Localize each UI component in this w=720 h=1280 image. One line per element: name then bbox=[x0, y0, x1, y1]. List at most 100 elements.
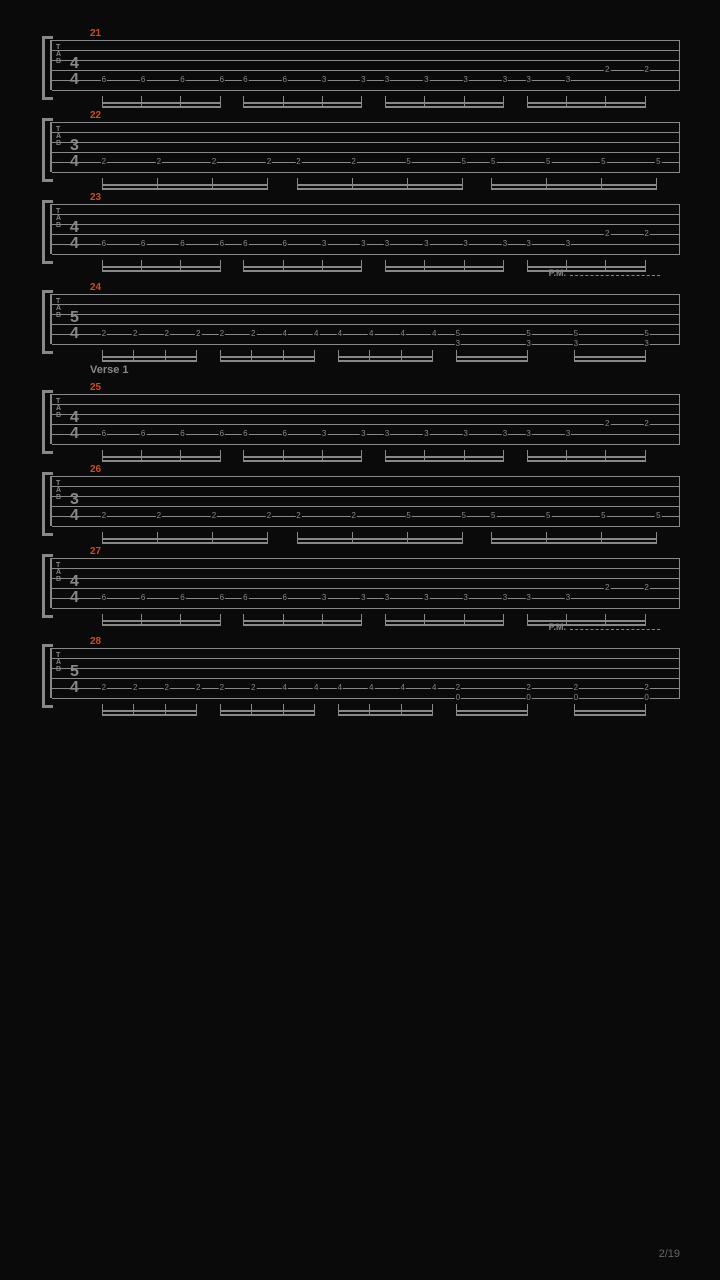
fret-number: 3 bbox=[384, 430, 390, 438]
beam-line bbox=[243, 106, 361, 108]
fret-number: 6 bbox=[281, 430, 287, 438]
beam-line bbox=[102, 188, 267, 190]
measure-number: 27 bbox=[90, 546, 101, 557]
fret-number: 6 bbox=[140, 430, 146, 438]
beam-line bbox=[385, 270, 503, 272]
note-stem bbox=[220, 260, 221, 272]
fret-number: 5 bbox=[655, 158, 661, 166]
fret-number: 6 bbox=[179, 430, 185, 438]
beam-line bbox=[102, 542, 267, 544]
beam-line bbox=[220, 356, 314, 358]
beam-line bbox=[243, 460, 361, 462]
beam-group bbox=[527, 450, 645, 464]
staff-line bbox=[52, 344, 680, 345]
measure-block: 22TAB34222222555555 bbox=[50, 122, 680, 172]
notes-region: 222222555555 bbox=[92, 122, 680, 172]
fret-number: 2 bbox=[250, 330, 256, 338]
beam-group bbox=[102, 96, 220, 110]
time-signature: 34 bbox=[70, 138, 79, 170]
beam-line bbox=[385, 460, 503, 462]
fret-number: 6 bbox=[101, 594, 107, 602]
beam-line bbox=[297, 184, 462, 186]
notes-region: 222222555555 bbox=[92, 476, 680, 526]
beam-line bbox=[243, 624, 361, 626]
fret-number: 2 bbox=[643, 230, 649, 238]
measure-block: 23TAB446666663333333322 bbox=[50, 204, 680, 254]
tab-staff: TAB5422222244444453535353 bbox=[50, 294, 680, 344]
fret-number: 2 bbox=[455, 684, 461, 692]
fret-number: 0 bbox=[525, 694, 531, 702]
fret-number: 0 bbox=[643, 694, 649, 702]
note-stem bbox=[432, 704, 433, 716]
fret-number: 2 bbox=[604, 584, 610, 592]
tab-staff: TAB446666663333333322 bbox=[50, 558, 680, 608]
note-stem bbox=[361, 96, 362, 108]
beam-line bbox=[491, 538, 656, 540]
time-signature: 54 bbox=[70, 310, 79, 342]
fret-number: 3 bbox=[462, 240, 468, 248]
beam-line bbox=[102, 266, 220, 268]
beams-region bbox=[90, 350, 680, 366]
beam-line bbox=[385, 106, 503, 108]
beam-line bbox=[574, 710, 645, 712]
fret-number: 3 bbox=[502, 240, 508, 248]
beam-line bbox=[243, 620, 361, 622]
tab-staff: TAB34222222555555 bbox=[50, 476, 680, 526]
beam-line bbox=[527, 460, 645, 462]
beams-region bbox=[90, 704, 680, 720]
fret-number: 0 bbox=[455, 694, 461, 702]
fret-number: 4 bbox=[399, 330, 405, 338]
measure-block: 27TAB446666663333333322 bbox=[50, 558, 680, 608]
fret-number: 5 bbox=[455, 330, 461, 338]
beam-line bbox=[102, 106, 220, 108]
measures-container: 21TAB44666666333333332222TAB342222225555… bbox=[50, 40, 680, 698]
note-stem bbox=[462, 532, 463, 544]
beam-line bbox=[102, 456, 220, 458]
fret-number: 3 bbox=[462, 430, 468, 438]
beam-group bbox=[385, 614, 503, 628]
beam-line bbox=[338, 710, 432, 712]
note-stem bbox=[220, 450, 221, 462]
note-stem bbox=[503, 96, 504, 108]
fret-number: 6 bbox=[281, 240, 287, 248]
tab-clef: TAB bbox=[56, 126, 61, 147]
beam-group bbox=[243, 96, 361, 110]
measure-block: P.M.24TAB5422222244444453535353 bbox=[50, 294, 680, 344]
beam-line bbox=[456, 360, 527, 362]
fret-number: 3 bbox=[455, 340, 461, 348]
beam-group bbox=[385, 96, 503, 110]
time-signature: 54 bbox=[70, 664, 79, 696]
palm-mute-label: P.M. bbox=[549, 268, 660, 278]
note-stem bbox=[527, 704, 528, 716]
beam-group bbox=[243, 614, 361, 628]
notes-region: 6666663333333322 bbox=[92, 204, 680, 254]
time-signature: 44 bbox=[70, 410, 79, 442]
notes-region: 6666663333333322 bbox=[92, 40, 680, 90]
note-stem bbox=[314, 704, 315, 716]
fret-number: 5 bbox=[490, 158, 496, 166]
fret-number: 4 bbox=[313, 684, 319, 692]
staff-line bbox=[52, 172, 680, 173]
fret-number: 2 bbox=[163, 684, 169, 692]
fret-number: 3 bbox=[502, 430, 508, 438]
beam-line bbox=[385, 620, 503, 622]
fret-number: 3 bbox=[360, 594, 366, 602]
note-stem bbox=[267, 532, 268, 544]
fret-number: 5 bbox=[460, 512, 466, 520]
fret-number: 2 bbox=[195, 684, 201, 692]
fret-number: 5 bbox=[600, 158, 606, 166]
barline bbox=[679, 294, 680, 344]
fret-number: 3 bbox=[360, 240, 366, 248]
time-signature: 44 bbox=[70, 574, 79, 606]
note-stem bbox=[645, 704, 646, 716]
tab-clef: TAB bbox=[56, 480, 61, 501]
fret-number: 2 bbox=[250, 684, 256, 692]
beam-group bbox=[102, 532, 267, 546]
beam-line bbox=[297, 188, 462, 190]
fret-number: 2 bbox=[604, 420, 610, 428]
barline bbox=[679, 40, 680, 90]
beam-line bbox=[102, 538, 267, 540]
beam-line bbox=[102, 356, 196, 358]
measure-number: 24 bbox=[90, 282, 101, 293]
fret-number: 2 bbox=[350, 158, 356, 166]
